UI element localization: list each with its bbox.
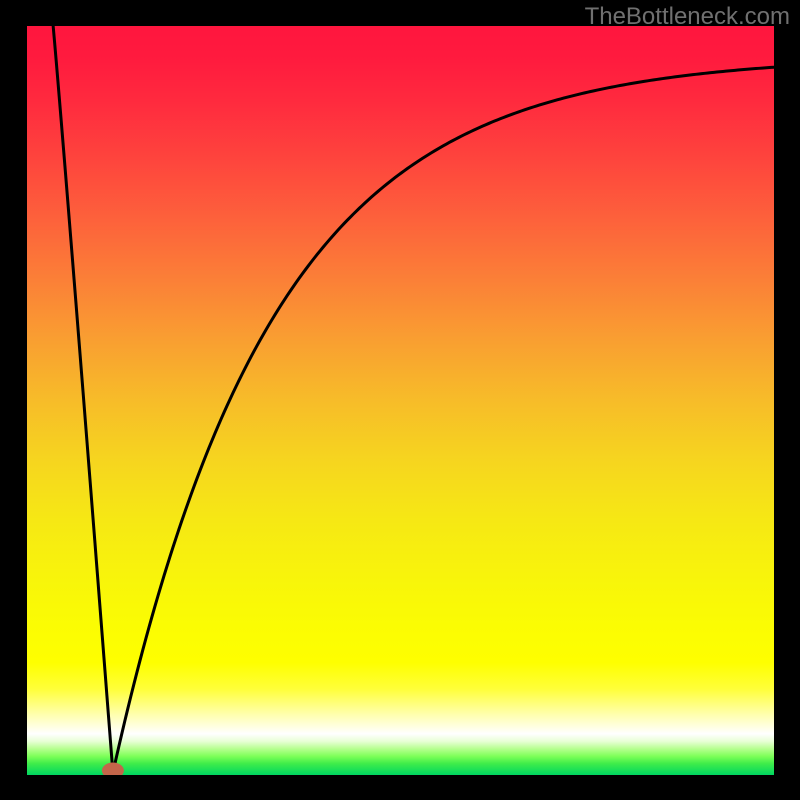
minimum-marker bbox=[102, 763, 124, 775]
chart-canvas: TheBottleneck.com bbox=[0, 0, 800, 800]
bottleneck-curve bbox=[53, 26, 774, 773]
plot-area bbox=[27, 26, 774, 775]
plot-svg bbox=[27, 26, 774, 775]
watermark-text: TheBottleneck.com bbox=[585, 3, 790, 31]
